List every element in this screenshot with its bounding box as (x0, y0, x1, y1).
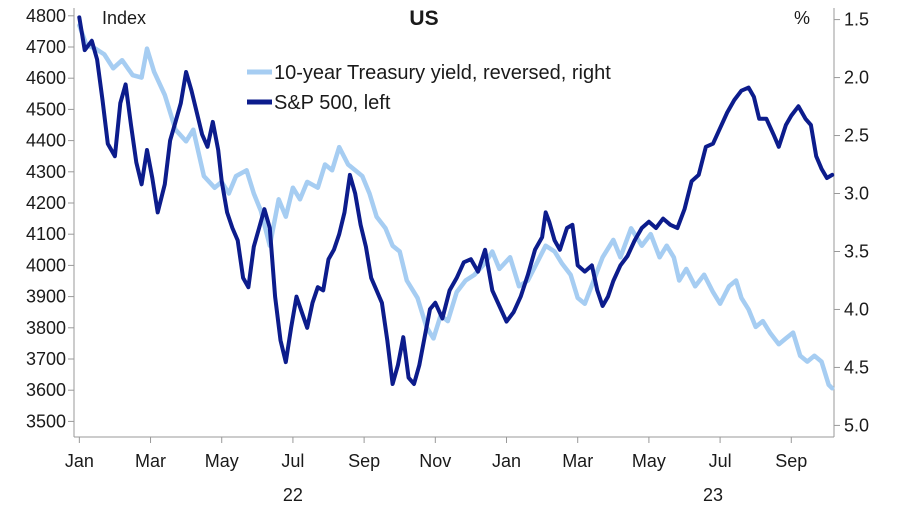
right-tick-label: 2.0 (844, 68, 869, 88)
x-tick-label: Jan (492, 451, 521, 471)
left-tick-label: 3700 (26, 349, 66, 369)
left-tick-label: 3800 (26, 318, 66, 338)
chart-title: US (409, 7, 438, 30)
right-tick-label: 2.5 (844, 126, 869, 146)
right-tick-label: 3.5 (844, 241, 869, 261)
x-year-label: 22 (283, 485, 303, 505)
x-tick-label: Nov (419, 451, 451, 471)
left-tick-label: 4100 (26, 224, 66, 244)
legend-label-treasury: 10-year Treasury yield, reversed, right (274, 62, 611, 84)
x-tick-label: Jan (65, 451, 94, 471)
x-tick-label: Mar (562, 451, 593, 471)
left-tick-label: 3500 (26, 411, 66, 431)
right-tick-label: 3.0 (844, 184, 869, 204)
left-tick-label: 4700 (26, 37, 66, 57)
x-tick-label: Sep (348, 451, 380, 471)
sp500-line (77, 15, 835, 386)
left-tick-label: 3600 (26, 380, 66, 400)
x-tick-label: Jul (281, 451, 304, 471)
right-tick-label: 4.0 (844, 299, 869, 319)
legend: 10-year Treasury yield, reversed, right … (247, 62, 611, 114)
right-tick-label: 5.0 (844, 415, 869, 435)
left-tick-label: 4200 (26, 193, 66, 213)
x-tick-label: Mar (135, 451, 166, 471)
right-axis-unit-label: % (794, 8, 810, 28)
treasury-yield-line (77, 23, 835, 391)
series-lines (77, 15, 835, 391)
right-tick-label: 4.5 (844, 357, 869, 377)
left-tick-label: 4400 (26, 131, 66, 151)
left-axis-unit-label: Index (102, 8, 146, 28)
axis-ticks: 4800 4700 4600 4500 4400 4300 4200 4100 4000 3900… (26, 6, 869, 505)
right-tick-label: 1.5 (844, 10, 869, 30)
left-tick-label: 4600 (26, 68, 66, 88)
x-tick-label: May (205, 451, 239, 471)
x-tick-label: Jul (709, 451, 732, 471)
left-tick-label: 4800 (26, 6, 66, 26)
x-year-label: 23 (703, 485, 723, 505)
left-tick-label: 3900 (26, 287, 66, 307)
left-tick-label: 4500 (26, 99, 66, 119)
left-tick-label: 4000 (26, 255, 66, 275)
x-tick-label: Sep (775, 451, 807, 471)
left-tick-label: 4300 (26, 162, 66, 182)
legend-label-sp500: S&P 500, left (274, 92, 391, 114)
x-tick-label: May (632, 451, 666, 471)
